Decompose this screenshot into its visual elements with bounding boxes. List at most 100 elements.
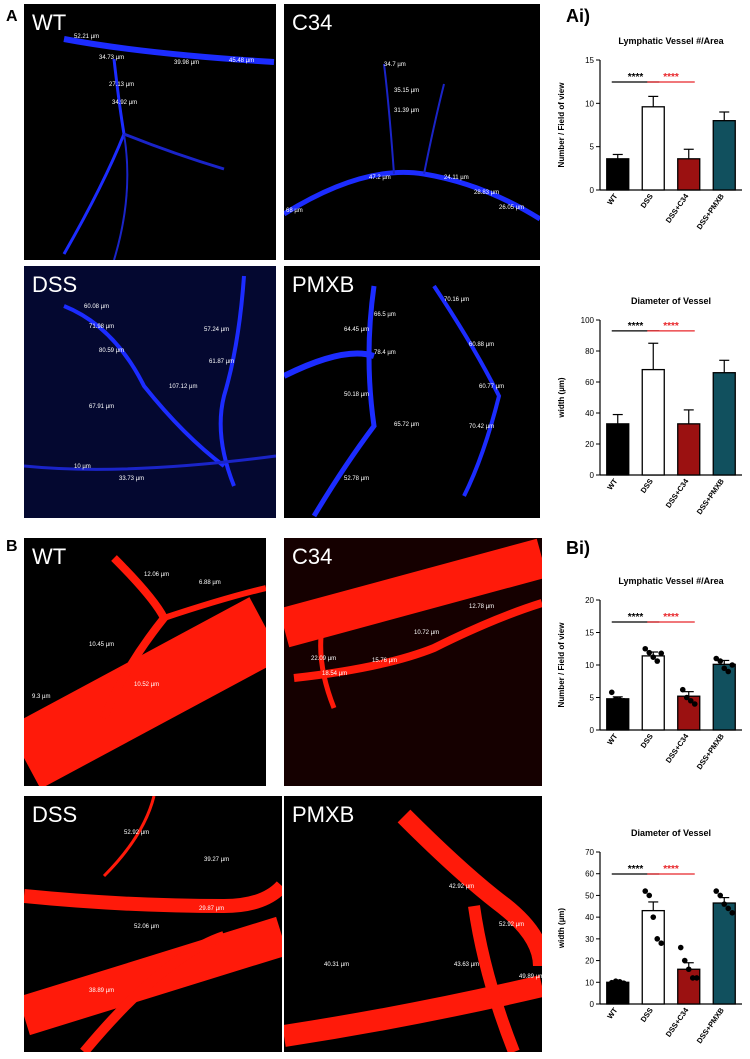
data-point: [658, 940, 665, 946]
data-point: [650, 914, 657, 920]
panel-label-ai: Ai): [566, 6, 590, 26]
y-tick-label: 0: [590, 1000, 595, 1009]
measurement-label: 47.2 µm: [369, 175, 391, 181]
y-tick-label: 15: [585, 56, 594, 65]
data-point: [679, 686, 686, 693]
bar-wt: [606, 423, 630, 476]
y-tick-label: 5: [590, 143, 595, 152]
y-tick-label: 60: [585, 870, 594, 879]
data-point: [687, 697, 694, 704]
micrograph-label: C34: [292, 544, 333, 569]
bar-dss-pmxb: [712, 372, 736, 476]
x-tick-label: DSS+C34: [664, 476, 691, 509]
measurement-label: 52.21 µm: [74, 34, 99, 40]
measurement-label: 60.77 µm: [479, 384, 504, 390]
x-tick-label: DSS: [639, 732, 655, 750]
y-tick-label: 80: [585, 347, 594, 356]
measurement-label: 12.78 µm: [469, 604, 494, 610]
panel-letter-b: B: [6, 538, 18, 555]
data-point: [685, 966, 692, 973]
y-tick-label: 10: [585, 99, 594, 108]
measurement-label: 52.92 µm: [499, 922, 524, 928]
chart-bi-count: Lymphatic Vessel #/Area Number / Field of…: [552, 570, 748, 780]
x-tick-label: DSS+PMXB: [695, 477, 726, 517]
micrograph-label: PMXB: [292, 272, 355, 297]
measurement-label: 52.06 µm: [134, 924, 159, 930]
measurement-label: 67.91 µm: [89, 404, 114, 410]
bar-dss-pmxb: [712, 663, 736, 731]
significance-label: ****: [663, 612, 679, 623]
y-tick-label: 40: [585, 913, 594, 922]
y-tick-label: 5: [590, 694, 595, 703]
measurement-label: 9.3 µm: [32, 694, 50, 700]
bar-dss-c34: [677, 423, 701, 476]
micrograph-label: WT: [32, 544, 67, 569]
measurement-label: 12.06 µm: [144, 572, 169, 578]
data-point: [721, 665, 728, 672]
x-tick-label: DSS+PMXB: [695, 192, 726, 232]
data-point: [677, 944, 684, 951]
significance-label: ****: [663, 72, 679, 83]
measurement-label: 24.11 µm: [444, 175, 469, 181]
measurement-label: 42.92 µm: [449, 884, 474, 890]
y-tick-label: 30: [585, 935, 594, 944]
significance-label: ****: [628, 321, 644, 332]
vessel-drawing: 12.78 µm 10.72 µm 22.09 µm 15.76 µm 18.54 µm: [284, 538, 542, 709]
micrograph-label: WT: [32, 10, 67, 35]
measurement-label: 64.45 µm: [344, 327, 369, 333]
measurement-label: 68 µm: [286, 208, 303, 214]
x-tick-label: DSS: [639, 1006, 655, 1024]
vessel-drawing: 66.5 µm 64.45 µm 78.4 µm 70.16 µm 60.88 µm 60…: [284, 284, 504, 518]
measurement-label: 60.08 µm: [84, 304, 109, 310]
data-point: [642, 888, 649, 894]
data-point: [717, 658, 724, 664]
y-tick-label: 15: [585, 629, 594, 638]
x-tick-label: WT: [605, 477, 619, 492]
measurement-label: 28.83 µm: [474, 190, 499, 196]
chart-ai-count: Lymphatic Vessel #/Area Number / Field of…: [552, 30, 748, 240]
x-tick-label: WT: [605, 732, 619, 747]
y-tick-label: 10: [585, 661, 594, 670]
vessel-drawing: 60.08 µm 71.98 µm 80.59 µm 57.24 µm 61.87 µm…: [24, 266, 276, 518]
data-point: [646, 649, 653, 656]
measurement-label: 10 µm: [74, 464, 91, 470]
measurement-label: 107.12 µm: [169, 384, 197, 390]
measurement-label: 34.73 µm: [99, 55, 124, 61]
micrograph-label: DSS: [32, 272, 78, 297]
y-tick-label: 70: [585, 848, 594, 857]
chart-svg: Lymphatic Vessel #/Area Number / Field of…: [557, 576, 742, 771]
data-point: [646, 892, 653, 899]
measurement-label: 61.87 µm: [209, 359, 234, 365]
data-point: [620, 980, 627, 986]
data-point: [654, 936, 661, 942]
data-point: [608, 689, 615, 696]
measurement-label: 34.7 µm: [384, 62, 406, 68]
bar-dss: [641, 368, 665, 476]
panel-label-bi: Bi): [566, 538, 590, 558]
measurement-label: 39.27 µm: [204, 857, 229, 863]
micrograph-blue-dss: 60.08 µm 71.98 µm 80.59 µm 57.24 µm 61.87 µm…: [24, 266, 276, 518]
x-tick-label: DSS: [639, 192, 655, 210]
micrograph-red-c34: 12.78 µm 10.72 µm 22.09 µm 15.76 µm 18.54 µm…: [284, 538, 542, 786]
data-point: [725, 668, 732, 675]
measurement-label: 66.5 µm: [374, 312, 396, 318]
measurement-label: 31.39 µm: [394, 108, 419, 114]
data-point: [713, 655, 720, 662]
data-point: [693, 975, 700, 981]
vessel-drawing: 42.92 µm 52.92 µm 40.31 µm 43.63 µm 49.89 µm: [284, 809, 542, 1052]
measurement-label: 34.92 µm: [112, 100, 137, 106]
measurement-label: 80.59 µm: [99, 348, 124, 354]
bar-dss-pmxb: [712, 902, 736, 1005]
chart-svg: Diameter of Vessel width (µm) 0 10 20 30 40 50 6…: [557, 828, 742, 1045]
y-tick-label: 20: [585, 440, 594, 449]
chart-title: Lymphatic Vessel #/Area: [618, 36, 724, 46]
micrograph-blue-c34: 34.7 µm 35.15 µm 31.39 µm 47.2 µm 24.11 µm 28…: [284, 4, 540, 260]
data-point: [721, 901, 728, 907]
bar-wt: [606, 158, 630, 191]
x-tick-label: WT: [605, 192, 619, 207]
chart-bi-diam: Diameter of Vessel width (µm) 0 10 20 30 40 50 6…: [552, 822, 748, 1054]
bar-dss-c34: [677, 158, 701, 191]
measurement-label: 38.89 µm: [89, 988, 114, 994]
measurement-label: 39.98 µm: [174, 60, 199, 66]
data-point: [658, 650, 665, 657]
